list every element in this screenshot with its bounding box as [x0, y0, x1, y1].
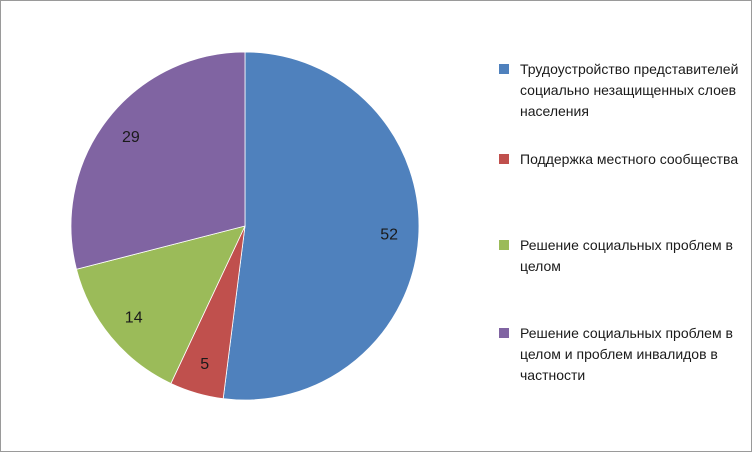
legend-item-employment: Трудоустройство представителей социально… [499, 59, 750, 122]
value-label-employment: 52 [380, 227, 398, 244]
pie-slices [70, 51, 420, 401]
legend-item-social-problems: Решение социальных проблем в целом [499, 235, 750, 277]
pie-value-labels: 52 5 14 29 [122, 129, 398, 373]
legend-item-disabled-problems: Решение социальных проблем в целом и про… [499, 323, 750, 386]
pie-slice-employment [222, 51, 420, 401]
legend-label-employment: Трудоустройство представителей социально… [520, 61, 739, 119]
legend-swatch-employment [499, 64, 509, 74]
pie-slice-disabled-problems [70, 51, 246, 270]
legend-swatch-disabled-problems [499, 328, 509, 338]
value-label-disabled-problems: 29 [122, 129, 140, 146]
legend-swatch-community [499, 154, 509, 164]
pie-slice-social-problems [75, 225, 246, 384]
legend-label-social-problems: Решение социальных проблем в целом [520, 237, 733, 274]
legend-label-disabled-problems: Решение социальных проблем в целом и про… [520, 325, 733, 383]
value-label-social-problems: 14 [125, 310, 143, 327]
legend-swatch-social-problems [499, 240, 509, 250]
value-label-community: 5 [200, 356, 209, 373]
legend-label-community: Поддержка местного сообщества [520, 151, 739, 167]
legend-item-community: Поддержка местного сообщества [499, 149, 750, 170]
